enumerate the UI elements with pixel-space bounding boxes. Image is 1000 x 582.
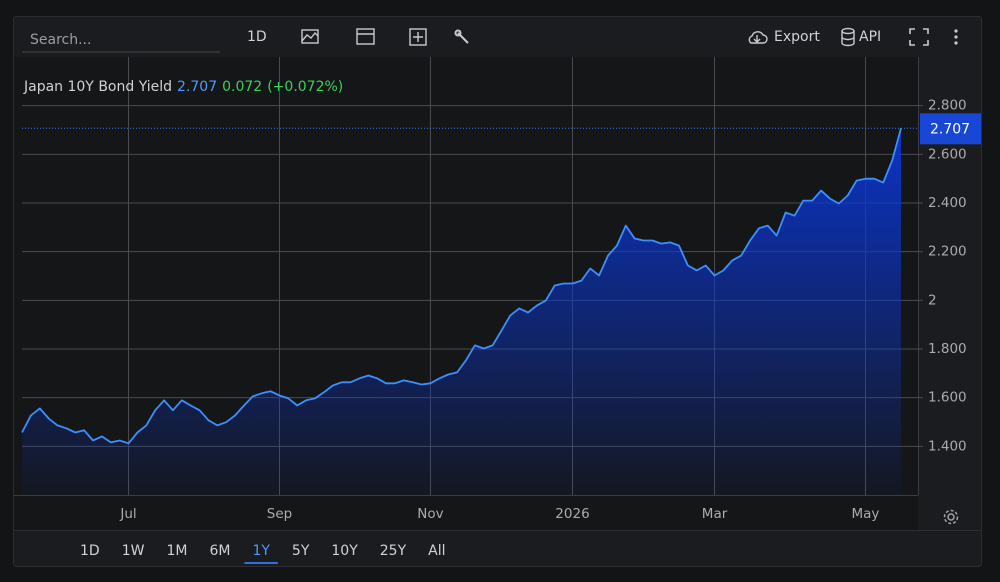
api-button[interactable]: API — [859, 29, 881, 45]
legend-value: 2.707 — [177, 79, 217, 95]
fullscreen-icon[interactable] — [909, 28, 929, 46]
x-tick-label: Jul — [119, 506, 136, 522]
y-tick-label: 1.600 — [928, 390, 967, 406]
tools-icon[interactable] — [454, 29, 469, 44]
legend: Japan 10Y Bond Yield 2.707 0.072 (+0.072… — [23, 79, 343, 95]
chart-type-icon[interactable] — [301, 29, 319, 44]
range-button[interactable]: 5Y — [292, 543, 310, 559]
x-tick-label: 2026 — [555, 506, 589, 522]
range-button[interactable]: 1D — [80, 543, 100, 559]
y-tick-label: 1.400 — [928, 438, 967, 454]
x-tick-label: Sep — [267, 506, 292, 522]
range-button[interactable]: 25Y — [380, 543, 407, 559]
price-tag — [920, 113, 981, 145]
x-tick-label: May — [852, 506, 880, 522]
interval-button[interactable]: 1D — [247, 29, 267, 45]
range-button[interactable]: 6M — [209, 543, 230, 559]
x-tick-label: Mar — [702, 506, 728, 522]
range-button[interactable]: 1M — [166, 543, 187, 559]
x-tick-label: Nov — [417, 506, 443, 522]
legend-change: 0.072 — [222, 79, 262, 95]
y-tick-label: 2 — [928, 292, 937, 308]
y-tick-label: 2.400 — [928, 195, 967, 211]
legend-change-pct: (+0.072%) — [267, 79, 343, 95]
range-button[interactable]: 1Y — [252, 543, 270, 559]
range-button[interactable]: All — [428, 543, 445, 559]
axes: 1.400 1.600 1.800 2 2.200 2.400 2.600 2.800 Jul S… — [119, 98, 981, 522]
y-tick-label: 2.600 — [928, 146, 967, 162]
api-icon[interactable] — [841, 27, 855, 47]
range-button[interactable]: 10Y — [331, 543, 358, 559]
range-bar: 1D 1W 1M 6M 1Y 5Y 10Y 25Y All — [80, 543, 445, 564]
menu-icon[interactable] — [954, 29, 958, 45]
series — [21, 127, 918, 496]
toolbar: Search... 1D Export API — [22, 27, 958, 53]
y-tick-label: 2.200 — [928, 244, 967, 260]
area-fill — [22, 128, 901, 496]
y-tick-label: 1.800 — [928, 341, 967, 357]
y-tick-label: 2.800 — [928, 98, 967, 114]
export-icon[interactable] — [748, 31, 768, 44]
search-input[interactable]: Search... — [30, 32, 91, 48]
settings-icon[interactable] — [943, 509, 959, 525]
price-tag-label: 2.707 — [930, 121, 970, 137]
add-icon[interactable] — [409, 28, 427, 46]
range-button[interactable]: 1W — [122, 543, 145, 559]
calendar-icon[interactable] — [356, 28, 375, 45]
line — [21, 128, 902, 445]
legend-name: Japan 10Y Bond Yield — [23, 79, 172, 95]
export-button[interactable]: Export — [774, 29, 820, 45]
